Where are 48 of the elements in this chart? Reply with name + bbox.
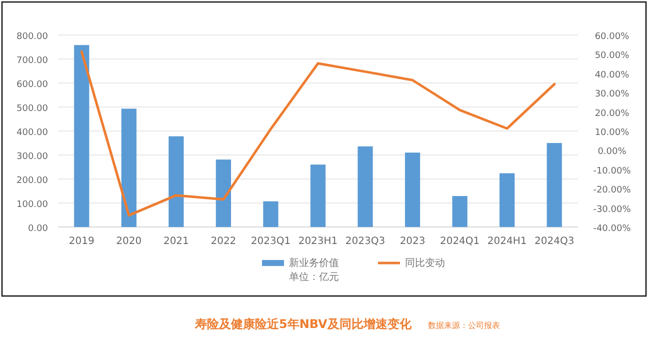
y-tick-label: 600.00 [16, 80, 48, 90]
y-tick-label: 100.00 [16, 200, 48, 210]
bar [74, 45, 90, 227]
bar [404, 152, 420, 227]
x-tick-label: 2023Q1 [250, 236, 291, 247]
bar [263, 201, 278, 227]
y2-tick-label: 40.00% [594, 70, 630, 80]
bar [121, 108, 136, 227]
source-note: 数据来源：公司报表 [428, 321, 500, 330]
y2-tick-label: 50.00% [594, 51, 630, 62]
y-tick-label: 500.00 [16, 104, 48, 114]
y-tick-label: 700.00 [16, 56, 48, 66]
bar [452, 196, 468, 227]
x-tick-label: 2023Q3 [345, 236, 386, 247]
x-tick-label: 2024H1 [487, 236, 527, 247]
bar [216, 160, 232, 227]
line-series [80, 50, 556, 217]
legend-label: 同比变动 [405, 257, 445, 269]
y2-tick-label: 0.00% [598, 147, 627, 158]
y-tick-label: 200.00 [16, 176, 48, 186]
y2-tick-label: -40.00% [593, 224, 632, 234]
bar [500, 173, 515, 227]
x-tick-label: 2024Q1 [440, 236, 480, 247]
y-tick-label: 400.00 [16, 128, 48, 138]
y-tick-label: 800.00 [16, 32, 48, 42]
bar [358, 146, 373, 227]
x-tick-label: 2023 [400, 236, 426, 247]
y2-tick-label: 10.00% [594, 128, 630, 138]
y2-tick-label: 20.00% [594, 108, 630, 119]
x-tick-label: 2023H1 [298, 236, 338, 247]
y-tick-label: 300.00 [16, 152, 48, 162]
x-tick-label: 2022 [210, 236, 236, 247]
y2-tick-label: 60.00% [594, 32, 630, 42]
text: 寿险及健康险近5年NBV及同比增速变化 [194, 317, 412, 331]
bar [168, 136, 184, 227]
y2-tick-label: -30.00% [593, 204, 632, 215]
y2-tick-label: -20.00% [593, 186, 632, 196]
x-tick-label: 2019 [68, 236, 94, 247]
x-tick-label: 2024Q3 [534, 236, 574, 247]
bar [310, 164, 326, 227]
y2-tick-label: -10.00% [593, 166, 632, 176]
legend-label: 新业务价值 [289, 257, 339, 269]
text: 单位：亿元 [289, 271, 339, 283]
y2-tick-label: 30.00% [594, 90, 630, 100]
x-tick-label: 2021 [163, 236, 189, 247]
x-tick-label: 2020 [116, 236, 142, 247]
y-tick-label: 0.00 [28, 224, 48, 234]
bar [546, 143, 562, 227]
